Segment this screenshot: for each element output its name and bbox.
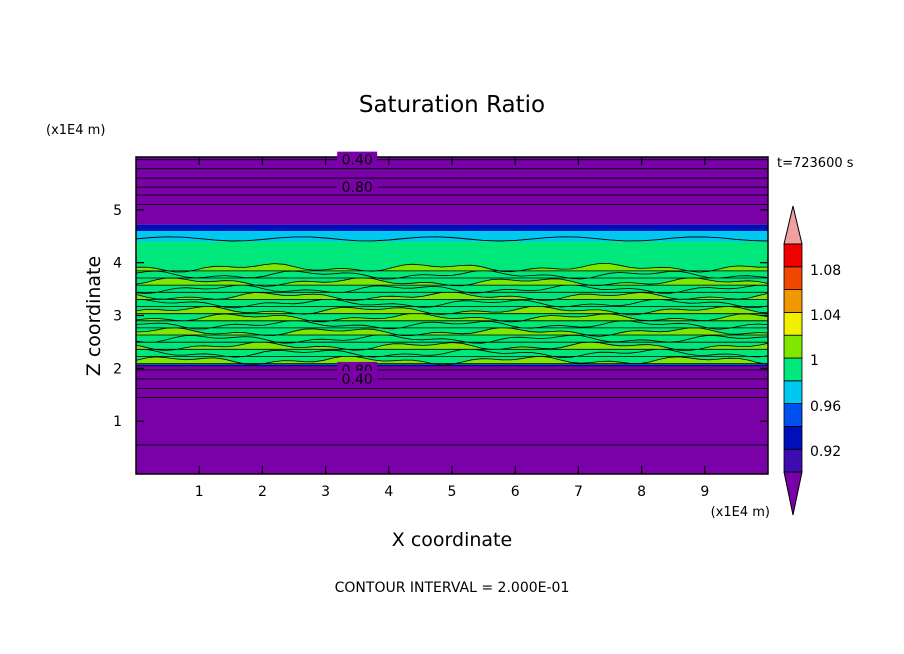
contour-label-bg-0 — [337, 151, 378, 166]
colorbar-segment-6 — [783, 334, 803, 359]
moist-streak-2 — [135, 341, 769, 351]
colorbar-segment-7 — [783, 311, 803, 336]
x-tick-label-5: 5 — [448, 484, 457, 500]
contour-layer-0 — [136, 365, 768, 474]
moist-streak-5 — [135, 319, 769, 330]
x-tick-label-7: 7 — [574, 484, 583, 500]
colorbar-legend: 1.08 1.04 1 0.96 0.92 — [783, 205, 841, 516]
contour-line-top-moist — [135, 236, 769, 242]
contour-plot-area — [135, 156, 769, 475]
x-tick-label-6: 6 — [511, 484, 520, 500]
x-tick-label-1: 1 — [195, 484, 204, 500]
contour-layer-5 — [136, 224, 768, 231]
colorbar-segment-1 — [783, 448, 803, 473]
x-tick-label-9: 9 — [700, 484, 709, 500]
contour-layer-4 — [136, 230, 768, 242]
colorbar-label-2: 1 — [810, 353, 819, 369]
x-tick-label-3: 3 — [321, 484, 330, 500]
moist-streak-6 — [135, 312, 769, 323]
y-tick-label-3: 3 — [113, 309, 122, 325]
x-axis-label: X coordinate — [392, 529, 512, 551]
colorbar-label-4: 0.92 — [810, 444, 841, 460]
contour-interval-footer: CONTOUR INTERVAL = 2.000E-01 — [335, 580, 570, 596]
contour-label-3: 0.40 — [342, 372, 373, 388]
colorbar-label-1: 1.04 — [810, 308, 841, 324]
colorbar-upper-extension — [783, 205, 803, 245]
contour-label-bg-3 — [337, 370, 378, 385]
x-tick-label-8: 8 — [637, 484, 646, 500]
chart-title: Saturation Ratio — [359, 92, 545, 118]
x-unit-label: (x1E4 m) — [711, 505, 770, 520]
colorbar-segment-9 — [783, 266, 803, 290]
colorbar-lower-extension — [783, 471, 803, 516]
moist-streak-3 — [135, 334, 769, 344]
colorbar-segment-3 — [783, 403, 803, 427]
contour-layer-3 — [136, 241, 768, 261]
colorbar-segment-10 — [783, 243, 803, 268]
contour-label-bg-1 — [337, 179, 378, 194]
colorbar-segment-2 — [783, 425, 803, 450]
colorbar-segment-5 — [783, 357, 803, 382]
contour-labels: 0.400.800.800.40 — [337, 151, 378, 388]
contour-layer-6 — [136, 157, 768, 225]
moist-streak-9 — [135, 291, 769, 301]
contour-label-1: 0.80 — [342, 180, 373, 196]
x-tick-label-2: 2 — [258, 484, 267, 500]
y-tick-label-2: 2 — [113, 361, 122, 377]
y-tick-label-1: 1 — [113, 414, 122, 430]
colorbar-segment-8 — [783, 289, 803, 313]
y-tick-label-5: 5 — [113, 203, 122, 219]
y-axis-label: Z coordinate — [83, 256, 105, 376]
y-unit-label: (x1E4 m) — [46, 123, 105, 138]
colorbar-label-3: 0.96 — [810, 399, 841, 415]
y-tick-label-4: 4 — [113, 256, 122, 272]
x-tick-label-4: 4 — [384, 484, 393, 500]
axis-ticks: 1 2 3 4 5 6 7 8 9 1 2 3 4 5 — [113, 157, 768, 500]
moist-streak-0 — [135, 355, 769, 366]
contour-label-0: 0.40 — [342, 153, 373, 169]
moist-streak-7 — [135, 305, 769, 316]
time-label: t=723600 s — [777, 156, 854, 171]
colorbar-label-0: 1.08 — [810, 263, 841, 279]
moist-streak-12 — [135, 269, 769, 280]
moist-streak-8 — [135, 298, 769, 309]
colorbar-segment-4 — [783, 380, 803, 404]
moist-streak-13 — [135, 262, 769, 273]
